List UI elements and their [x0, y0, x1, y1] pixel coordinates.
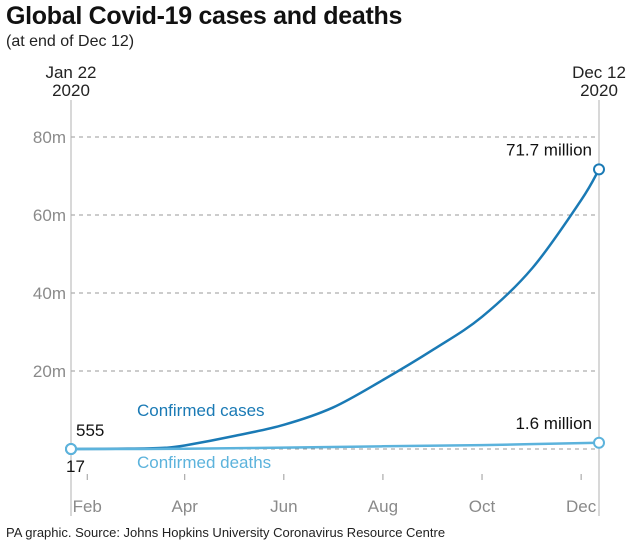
confirmed-cases-start-label: 555 [76, 421, 104, 440]
confirmed-cases-end-label: 71.7 million [506, 140, 592, 159]
date-marker-year: 2020 [52, 81, 90, 100]
x-tick-label: Aug [368, 497, 398, 516]
y-tick-label: 80m [33, 128, 66, 147]
chart-title: Global Covid-19 cases and deaths [6, 2, 403, 30]
source-note: PA graphic. Source: Johns Hopkins Univer… [6, 525, 446, 540]
y-axis: 20m 40m 60m 80m [33, 128, 66, 381]
date-marker-label: Jan 22 [45, 63, 96, 82]
x-axis: Feb Apr Jun Aug Oct Dec [73, 474, 597, 516]
x-tick-label: Apr [171, 497, 198, 516]
x-tick-label: Jun [270, 497, 297, 516]
x-tick-label: Feb [73, 497, 102, 516]
chart-subtitle: (at end of Dec 12) [6, 33, 135, 50]
x-tick-label: Oct [469, 497, 496, 516]
confirmed-deaths-series-label: Confirmed deaths [137, 453, 271, 472]
series-lines [65, 163, 605, 455]
confirmed-deaths-start-label: 17 [66, 457, 85, 476]
date-marker-year: 2020 [580, 81, 618, 100]
date-marker-label: Dec 12 [572, 63, 626, 82]
confirmed-deaths-end-marker [593, 436, 605, 449]
y-tick-label: 60m [33, 206, 66, 225]
confirmed-cases-series-label: Confirmed cases [137, 401, 265, 420]
y-tick-label: 40m [33, 284, 66, 303]
confirmed-cases-end-marker [593, 163, 605, 176]
x-tick-label: Dec [566, 497, 597, 516]
confirmed-deaths-start-marker [65, 442, 77, 455]
y-tick-label: 20m [33, 362, 66, 381]
confirmed-deaths-line [70, 441, 600, 451]
confirmed-deaths-end-label: 1.6 million [515, 414, 592, 433]
